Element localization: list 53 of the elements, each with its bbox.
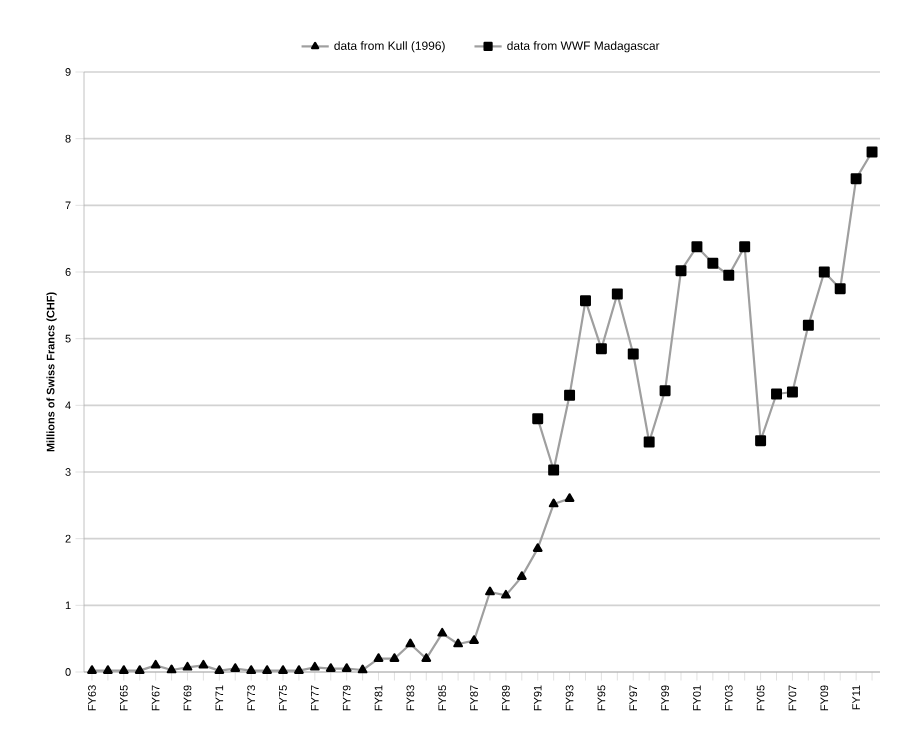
point [469,635,479,644]
point [150,659,161,669]
point [532,543,543,552]
point [102,665,113,674]
point [580,295,591,307]
point [182,661,193,671]
point [500,589,511,599]
point [262,665,272,674]
point [516,571,527,580]
point [595,343,607,355]
point [866,146,878,158]
point [134,665,145,674]
point [325,663,336,672]
point [707,257,719,269]
point [389,653,400,662]
point [453,638,464,648]
point [246,665,257,674]
point [118,665,129,674]
point [802,319,814,331]
point [437,627,448,637]
point [834,283,846,295]
point [405,638,416,648]
point [691,241,703,253]
point [548,464,560,476]
point [485,586,495,596]
point [675,265,687,277]
point [611,288,623,300]
point [755,435,767,447]
point [294,665,304,674]
point [659,385,671,397]
point [341,663,352,672]
point [771,388,783,400]
point [850,173,862,185]
point [643,436,655,448]
point [627,348,639,360]
point [739,241,751,253]
point [278,665,288,674]
point [373,653,384,662]
point [166,664,177,674]
point [87,665,97,674]
point [723,269,735,281]
point [564,493,575,502]
point [548,498,559,508]
point [564,389,576,401]
point [198,659,209,669]
point [309,661,320,671]
point [818,266,830,278]
point [532,413,544,425]
point [786,386,798,398]
point [357,664,368,674]
point [214,665,225,674]
point [230,663,241,672]
point [421,653,432,662]
